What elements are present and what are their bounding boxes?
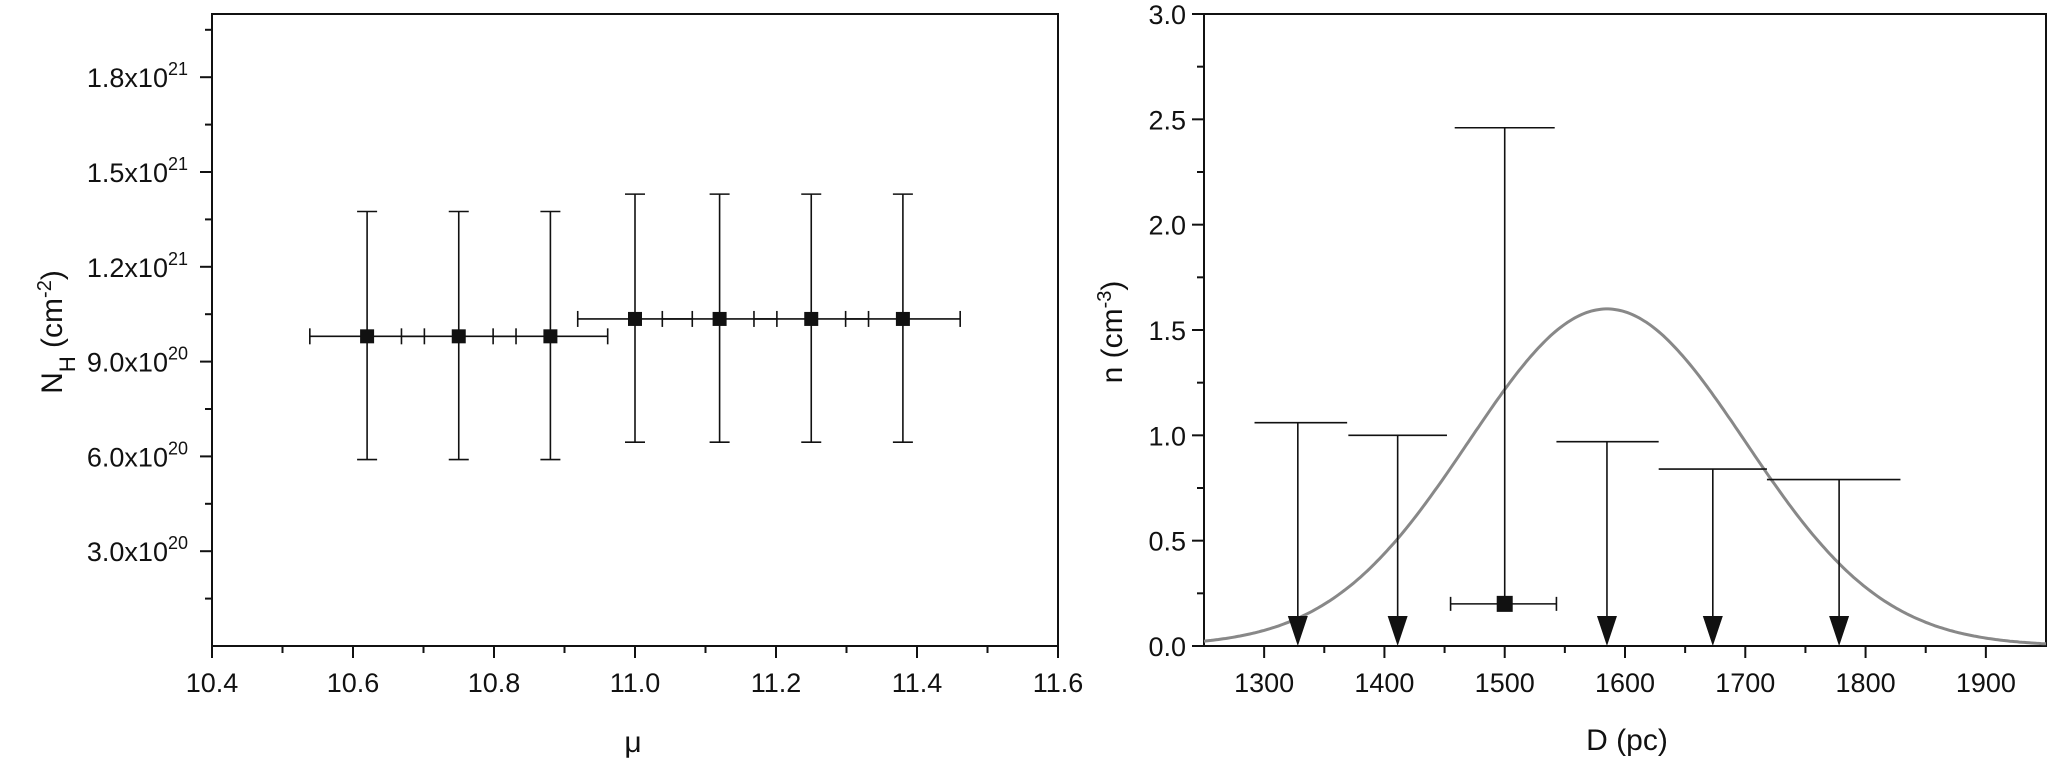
y-tick-label: 2.0 [1148,211,1186,241]
data-point [628,311,642,326]
y-tick-label: 0.0 [1148,632,1186,662]
x-tick-label: 10.6 [327,668,380,698]
y-tick-label: 1.0 [1148,421,1186,451]
y-tick-label: 9.0x1020 [87,344,188,378]
right-chart: 1300 1400 1500 1600 1700 1800 1900 0.0 0.5 1.0 1.5… [1094,0,2047,757]
x-tick-label: 1400 [1354,668,1414,698]
y-tick-label: 6.0x1020 [87,438,188,472]
x-tick-label: 10.4 [186,668,239,698]
right-y-axis-title: n (cm-3) [1094,281,1129,384]
y-tick-label: 2.5 [1148,105,1186,135]
left-data-points [309,193,961,461]
y-tick-label: 0.5 [1148,527,1186,557]
upper-limit-arrow [1387,616,1408,646]
x-tick-label: 11.2 [751,668,802,698]
data-point [360,329,375,344]
upper-limit-arrow [1596,616,1617,646]
data-point [712,311,727,326]
data-point [804,311,819,326]
x-tick-label: 11.4 [892,668,943,698]
right-data-points [1254,126,1901,646]
x-tick-label: 1800 [1836,668,1896,698]
detection-point [1496,595,1513,612]
upper-limit-arrow [1829,616,1850,646]
upper-limit-arrow [1702,616,1723,646]
left-chart: 10.4 10.6 10.8 11.0 11.2 11.4 11.6 3.0x1020 6.0x… [34,13,1084,759]
y-tick-label: 3.0x1020 [87,533,188,567]
y-tick-label: 1.5x1021 [87,154,188,188]
x-tick-label: 1600 [1595,668,1655,698]
y-tick-label: 3.0 [1148,0,1186,30]
right-x-axis-title: D (pc) [1586,724,1668,757]
data-point [895,311,910,326]
right-axis-ticks: 1300 1400 1500 1600 1700 1800 1900 0.0 0.5 1.0 1.5… [1148,0,2015,698]
data-point [451,329,466,344]
left-y-axis-title: NH (cm-2) [34,270,80,394]
y-tick-label: 1.5 [1148,316,1186,346]
x-tick-label: 11.0 [610,668,661,698]
gaussian-model-curve [1203,307,2047,646]
upper-limit-arrow [1287,616,1308,646]
left-x-axis-title: μ [624,726,641,759]
y-tick-label: 1.8x1021 [87,59,188,93]
left-axis-ticks: 10.4 10.6 10.8 11.0 11.2 11.4 11.6 3.0x1020 6.0x… [87,28,1084,698]
x-tick-label: 1300 [1234,668,1294,698]
x-tick-label: 10.8 [468,668,521,698]
x-tick-label: 1500 [1475,668,1535,698]
x-tick-label: 1900 [1956,668,2016,698]
x-tick-label: 1700 [1715,668,1775,698]
y-tick-label: 1.2x1021 [87,249,188,283]
x-tick-label: 11.6 [1033,668,1084,698]
data-point [543,329,558,344]
right-plot-frame [1203,13,2047,647]
